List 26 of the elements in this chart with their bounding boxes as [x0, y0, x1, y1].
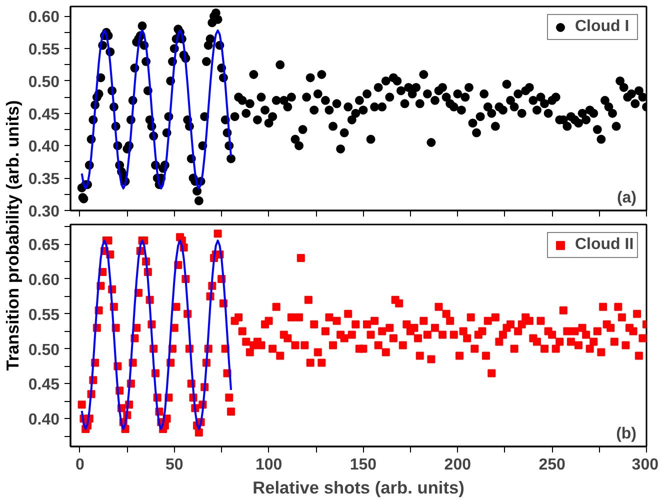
x-tick-label: 200	[444, 456, 472, 474]
y-tick-label: 0.40	[28, 138, 60, 156]
annotation: (a)	[616, 190, 637, 206]
y-tick-label: 0.65	[28, 237, 60, 254]
y-axis-title: Transition probability (arb. units)	[2, 100, 23, 371]
y-tick-label: 0.40	[28, 412, 60, 429]
x-tick-label: 100	[255, 456, 282, 474]
x-tick-label: 0	[75, 456, 84, 474]
x-tick-label: 150	[350, 456, 377, 474]
x-tick-label: 300	[632, 456, 659, 474]
x-tick-label: 50	[165, 456, 184, 474]
y-tick-label: 0.55	[28, 306, 60, 324]
annotation: (b)	[616, 426, 637, 442]
y-tick-label: 0.60	[28, 272, 60, 289]
legend-label: Cloud I	[575, 18, 630, 36]
y-tick-label: 0.45	[28, 376, 60, 394]
y-tick-label: 0.50	[28, 342, 60, 359]
y-tick-label: 0.45	[28, 106, 60, 124]
legend-label: Cloud II	[575, 236, 635, 254]
y-tick-label: 0.30	[28, 204, 60, 220]
x-tick-label: 250	[538, 456, 566, 474]
x-axis-title: Relative shots (arb. units)	[252, 478, 464, 498]
y-tick-label: 0.55	[28, 42, 60, 59]
y-tick-label: 0.35	[28, 171, 60, 188]
y-tick-label: 0.60	[28, 9, 60, 26]
y-tick-label: 0.50	[28, 74, 60, 91]
